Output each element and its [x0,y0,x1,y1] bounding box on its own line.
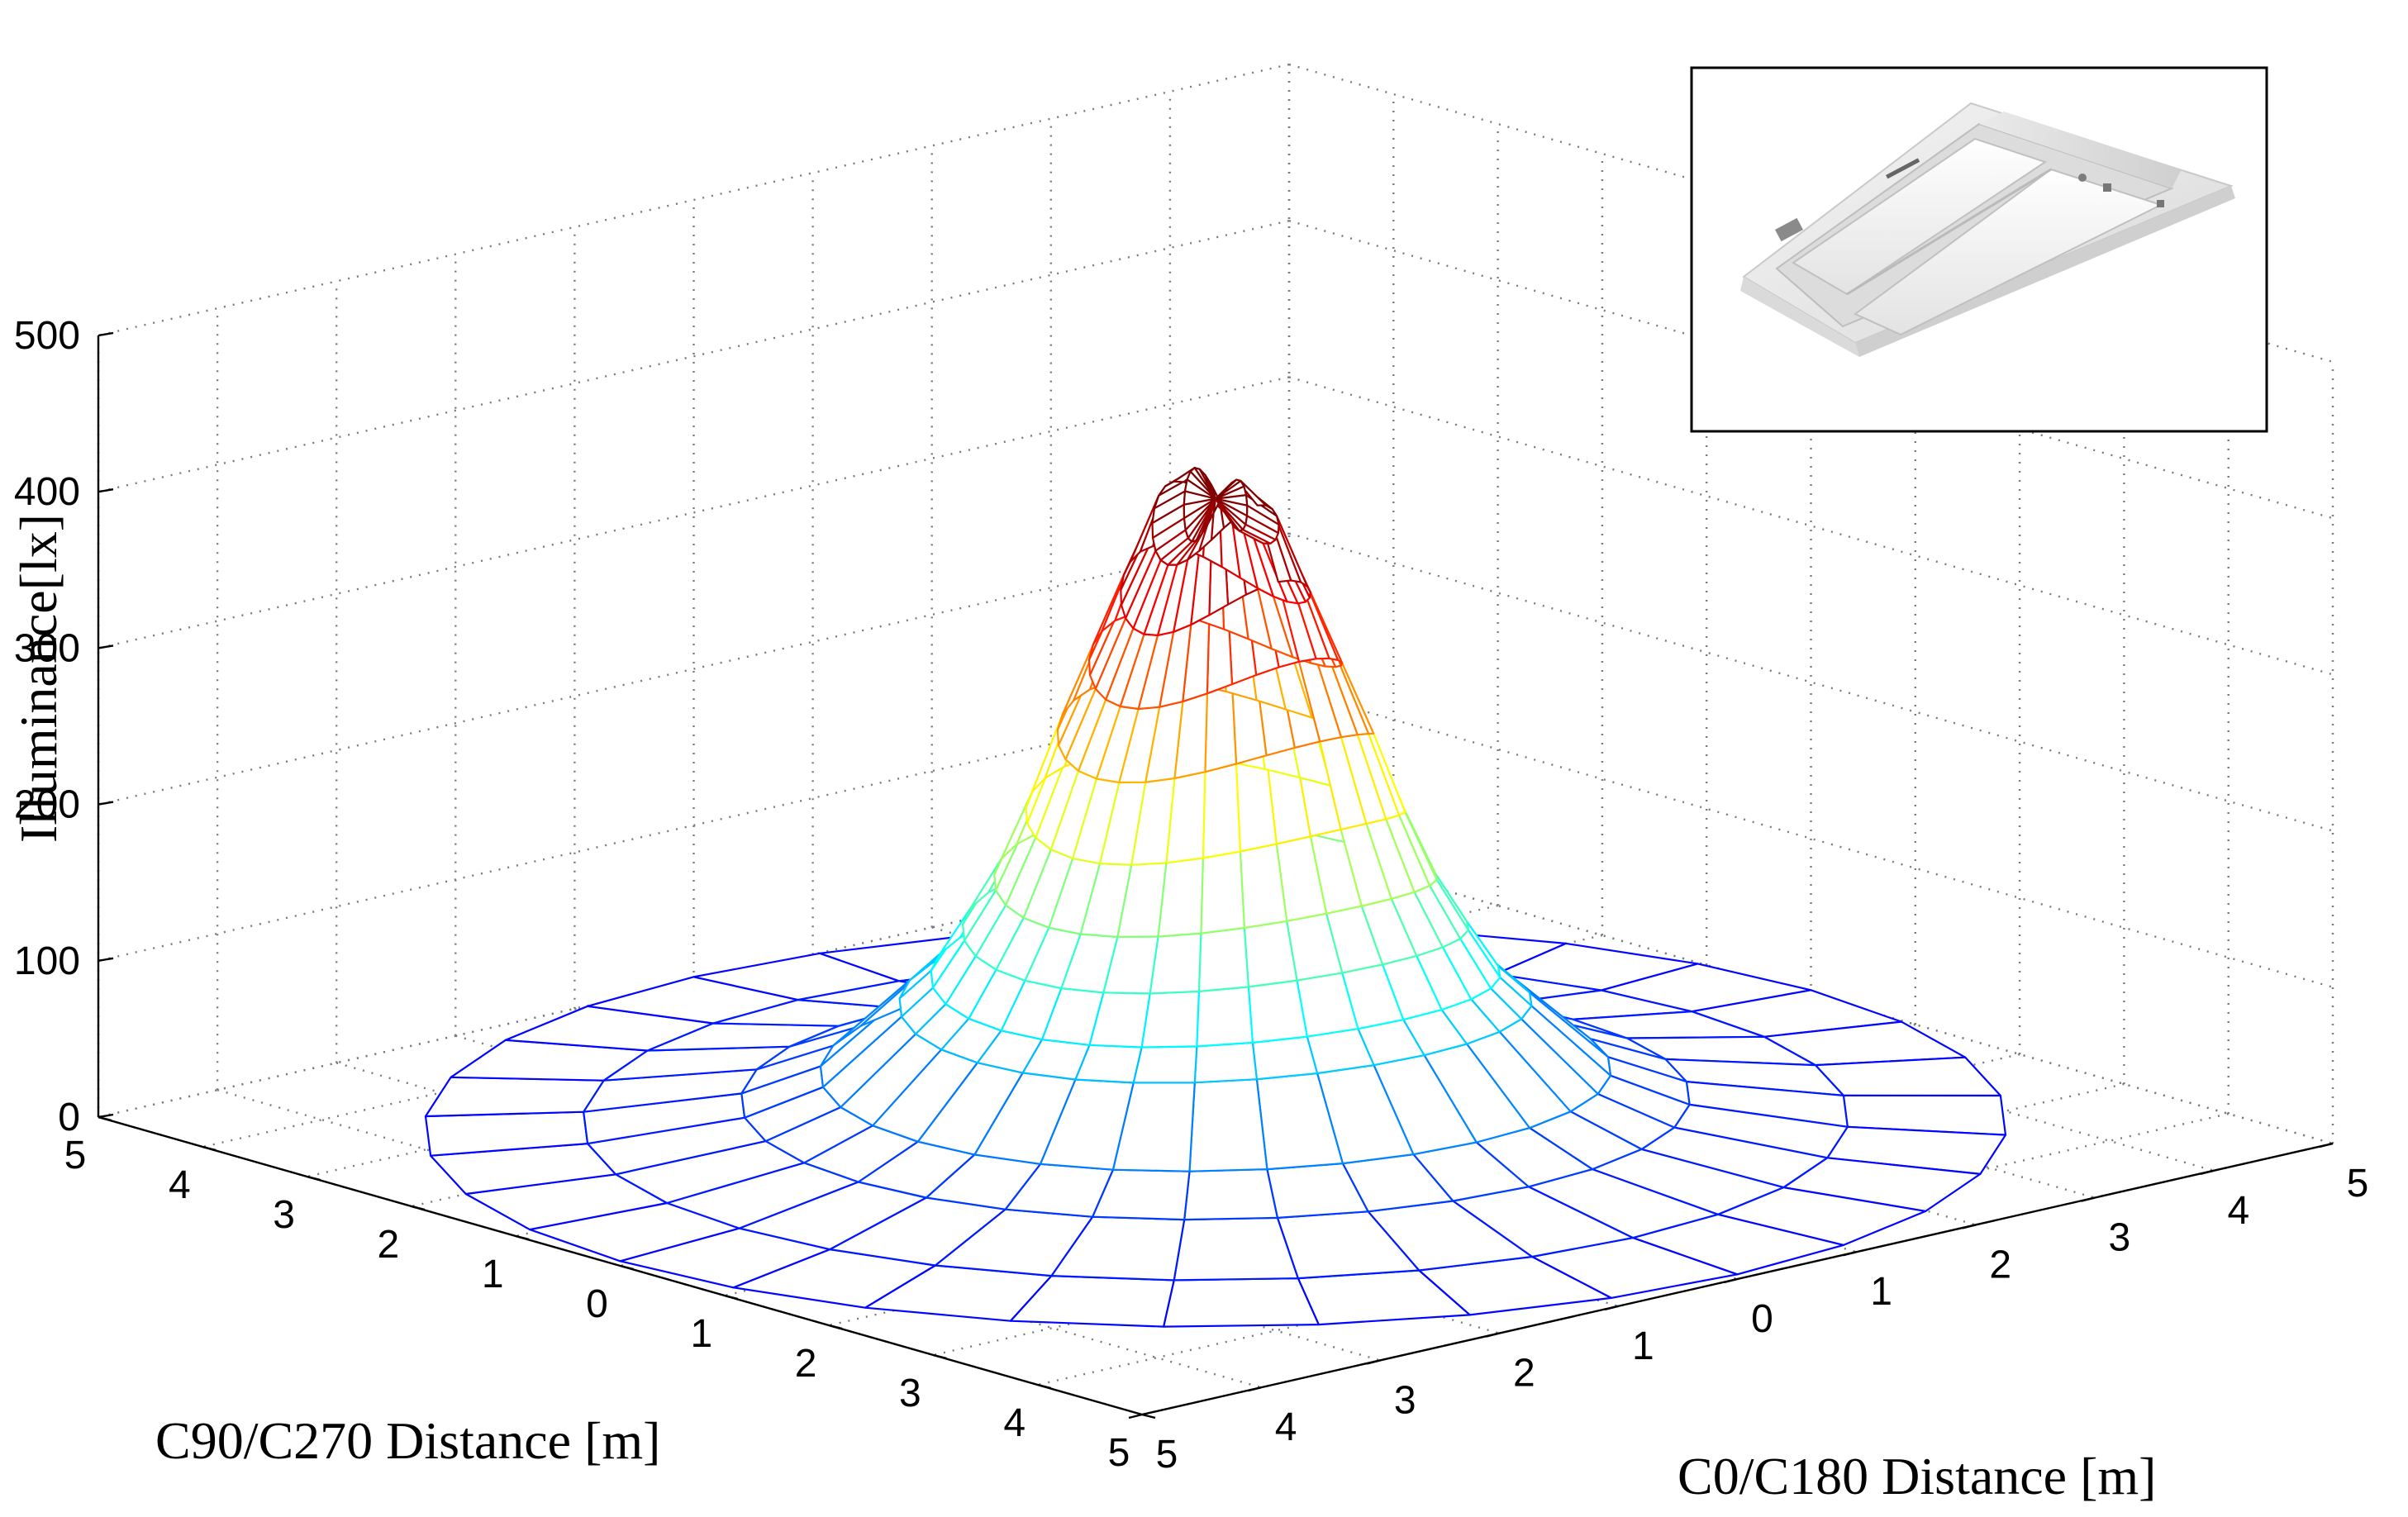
surface-mesh [424,467,2007,1328]
y-tick-mark [98,1115,112,1122]
z-tick-mark [98,1113,114,1119]
x-tick-label: 5 [1156,1433,1178,1477]
y-tick-mark [202,1145,217,1152]
surface-patch [1202,763,1242,859]
x-axis-title: C0/C180 Distance [m] [1678,1447,2156,1505]
y-tick-mark [1037,1383,1051,1390]
y-tick-mark [620,1264,634,1271]
z-tick-mark [98,488,114,493]
y-axis-title: C90/C270 Distance [m] [155,1411,660,1470]
surface-patch [1200,850,1246,934]
y-tick-label: 1 [690,1312,712,1356]
y-tick-mark [828,1324,843,1330]
x-tick-label: 1 [1870,1270,1892,1314]
x-tick-label: 1 [1632,1324,1654,1368]
surface-patch [1162,1277,1320,1328]
x-tick-label: 2 [1989,1243,2011,1286]
y-tick-mark [515,1234,530,1241]
axes-layer [97,331,2334,1420]
y-tick-label: 0 [586,1282,608,1326]
x-tick-mark [1962,1224,1976,1229]
x-tick-label: 3 [2108,1216,2130,1260]
x-tick-label: 4 [1275,1405,1297,1449]
x-tick-mark [2081,1196,2096,1202]
luminaire-inset [1690,66,2268,433]
y-tick-mark [1141,1413,1156,1420]
wall-grid-line [98,220,1290,493]
x-tick-mark [1486,1332,1500,1338]
z-tick-label: 500 [14,314,80,358]
surface-patch [1247,979,1308,1044]
y-tick-label: 4 [169,1163,191,1207]
wall-grid-line [98,688,1290,962]
x-tick-mark [1843,1251,1857,1257]
y-tick-mark [411,1205,426,1211]
x-tick-label: 2 [1513,1352,1535,1396]
surface-patch [1197,926,1250,993]
y-tick-label: 2 [795,1342,817,1386]
wall-grid-line [1288,532,2334,832]
surface-patch [1214,478,1242,500]
x-tick-mark [2200,1169,2215,1175]
z-tick-label: 300 [14,626,80,670]
x-tick-mark [2319,1142,2334,1148]
z-tick-mark [98,331,114,337]
surface-patch [1188,1078,1268,1172]
y-tick-label: 5 [64,1134,87,1177]
surface-patch [1140,990,1201,1049]
surface-patch [1132,1045,1198,1084]
surface-patch [1204,682,1238,773]
z-tick-label: 100 [14,939,80,983]
surface-patch [1243,920,1298,988]
y-tick-label: 2 [378,1223,400,1267]
x-tick-mark [1247,1386,1262,1392]
surface-patch [1814,1056,2001,1097]
z-tick-label: 400 [14,470,80,514]
surface-patch [1183,1167,1279,1221]
y-tick-label: 3 [899,1372,921,1415]
z-axis-title: Illuminance[lx] [9,514,68,843]
luminaire-photo-icon [1740,102,2235,357]
x-tick-label: 4 [2228,1189,2250,1233]
surface-patch [1251,1035,1319,1081]
surface-patch [424,1076,605,1118]
y-tick-mark [307,1175,321,1182]
z-tick-label: 200 [14,783,80,827]
x-tick-mark [1128,1413,1143,1420]
x-tick-mark [1605,1305,1619,1310]
wall-grid-line [98,532,1290,806]
surface-patch [1173,1216,1299,1282]
z-tick-mark [98,957,114,962]
x-tick-mark [1366,1359,1381,1365]
y-tick-mark [724,1294,739,1301]
x-tick-label: 0 [1751,1297,1773,1341]
y-tick-label: 4 [1003,1401,1026,1445]
y-tick-label: 3 [273,1193,295,1237]
z-tick-mark [98,801,114,806]
surface-patch [1193,1041,1259,1084]
wall-grid-line [98,376,1290,649]
surface-patch [1196,986,1254,1048]
z-tick-label: 0 [58,1096,80,1139]
x-tick-label: 5 [2347,1162,2369,1206]
y-tick-label: 5 [1108,1431,1130,1475]
x-tick-mark [1724,1277,1738,1284]
z-tick-mark [98,644,114,649]
x-tick-label: 3 [1394,1378,1416,1422]
wall-grid-line [98,63,1290,337]
y-tick-label: 1 [482,1253,504,1296]
y-tick-mark [933,1353,947,1360]
